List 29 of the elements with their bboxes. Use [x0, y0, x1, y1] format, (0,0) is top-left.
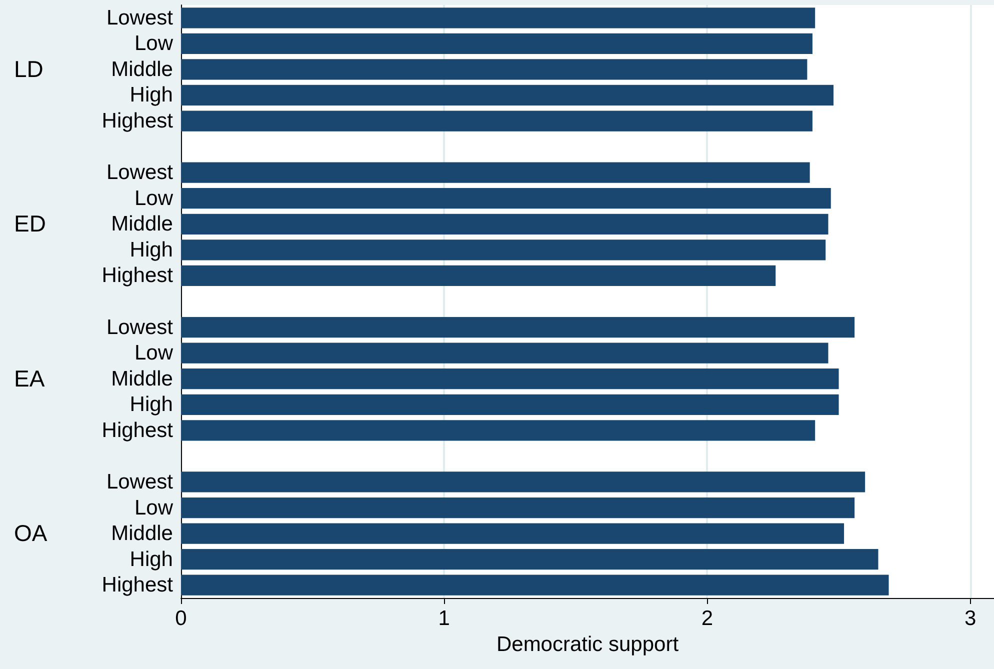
y-tick-label: Middle [111, 522, 173, 546]
text: LD [14, 56, 44, 82]
y-tick-label: Lowest [106, 470, 174, 494]
y-tick-label: High [130, 393, 173, 416]
y-tick-label: Highest [102, 418, 174, 442]
y-tick-label: Highest [102, 264, 174, 288]
y-tick-label: Middle [111, 367, 173, 390]
y-tick-label: Lowest [106, 6, 174, 30]
x-tick-label: 2 [701, 607, 714, 630]
y-tick-label: Low [134, 496, 174, 520]
y-tick-label: Low [134, 186, 174, 210]
y-tick-label: Highest [102, 574, 174, 597]
y-tick-label: Middle [111, 58, 173, 81]
x-axis-title: Democratic support [496, 632, 679, 656]
y-tick-label: High [130, 238, 173, 262]
y-tick-label: Lowest [106, 316, 174, 339]
y-tick-label: High [130, 84, 173, 107]
text: OA [14, 520, 48, 546]
y-tick-label: Highest [102, 110, 174, 133]
y-tick-label: Lowest [106, 161, 174, 184]
x-tick-label: 0 [175, 607, 187, 630]
y-tick-label: Low [134, 32, 174, 56]
text: EA [14, 365, 46, 392]
x-tick-label: 3 [964, 607, 976, 630]
y-tick-label: Middle [111, 212, 173, 236]
y-tick-label: High [130, 548, 173, 571]
x-tick-label: 1 [438, 607, 450, 630]
text: ED [14, 210, 46, 237]
y-tick-label: Low [134, 342, 174, 365]
